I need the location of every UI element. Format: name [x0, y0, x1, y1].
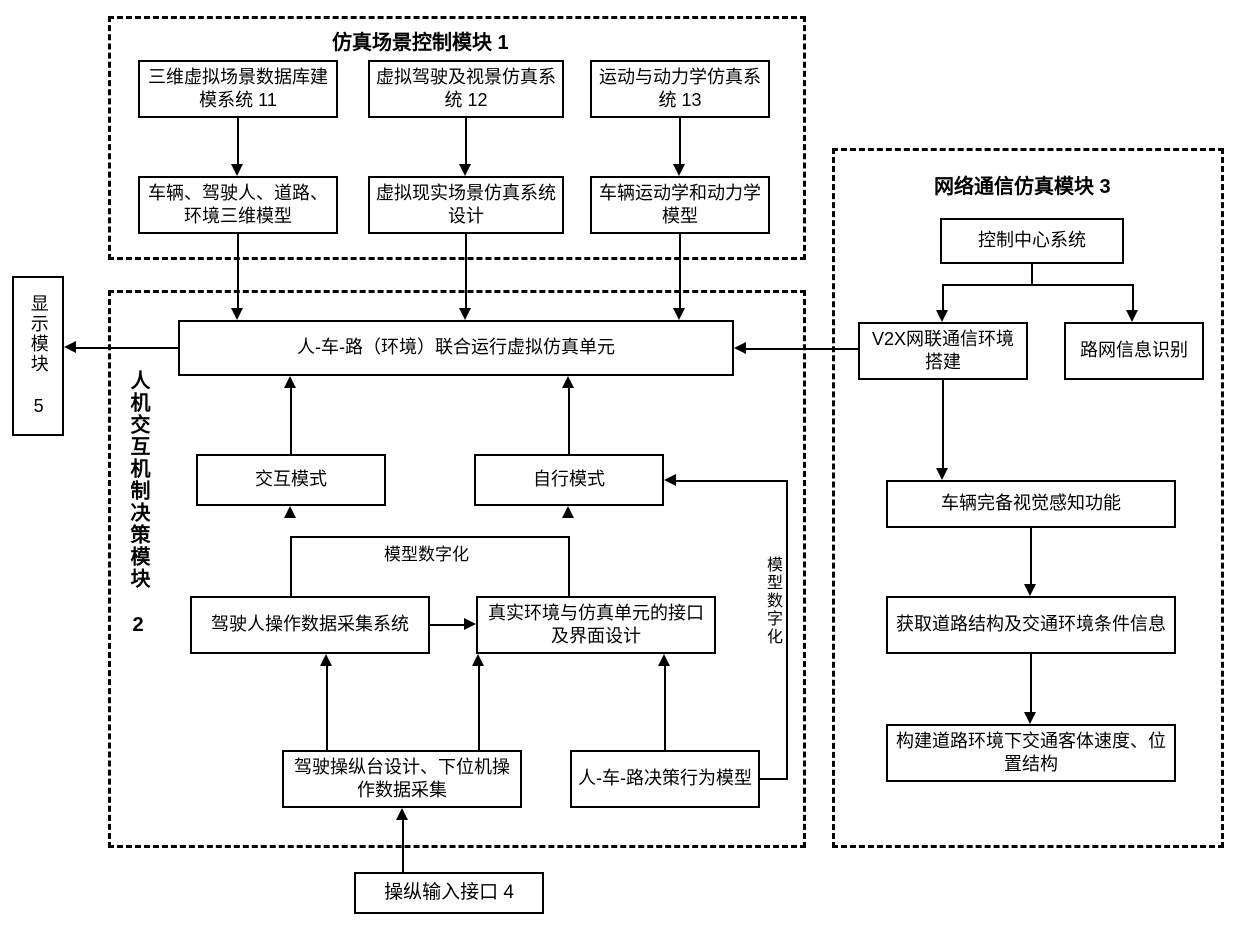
box-13-out: 车辆运动学和动力学模型 — [590, 176, 770, 234]
road-net-box: 路网信息识别 — [1064, 322, 1204, 380]
visual-perception-box: 车辆完备视觉感知功能 — [886, 480, 1176, 528]
driver-data-box: 驾驶人操作数据采集系统 — [190, 596, 430, 654]
traffic-object-box: 构建道路环境下交通客体速度、位置结构 — [886, 724, 1176, 782]
joint-unit-box: 人-车-路（环境）联合运行虚拟仿真单元 — [178, 320, 734, 376]
box-13: 运动与动力学仿真系统 13 — [590, 60, 770, 118]
module4-box: 操纵输入接口 4 — [354, 872, 544, 914]
box-12: 虚拟驾驶及视景仿真系统 12 — [368, 60, 564, 118]
module2-title: 人机交互机制决策模块 2 — [120, 370, 157, 638]
v2x-box: V2X网联通信环境搭建 — [858, 322, 1028, 380]
model-digital-v-label: 模型数字化 — [758, 556, 786, 646]
module1-title: 仿真场景控制模块 1 — [328, 26, 513, 55]
console-design-box: 驾驶操纵台设计、下位机操作数据采集 — [282, 750, 522, 808]
module5-box: 显示模块 5 — [12, 276, 64, 436]
box-11-out: 车辆、驾驶人、道路、环境三维模型 — [138, 176, 338, 234]
interface-design-box: 真实环境与仿真单元的接口及界面设计 — [476, 596, 716, 654]
box-11: 三维虚拟场景数据库建模系统 11 — [138, 60, 338, 118]
module5-title: 显示模块 5 — [26, 294, 49, 418]
box-12-out: 虚拟现实场景仿真系统设计 — [368, 176, 564, 234]
control-center-box: 控制中心系统 — [940, 218, 1124, 264]
road-structure-box: 获取道路结构及交通环境条件信息 — [886, 596, 1176, 654]
model-digital-h-label: 模型数字化 — [382, 540, 471, 565]
auto-mode-box: 自行模式 — [474, 454, 664, 506]
decision-model-box: 人-车-路决策行为模型 — [570, 750, 760, 808]
interactive-mode-box: 交互模式 — [196, 454, 386, 506]
module3-title: 网络通信仿真模块 3 — [930, 170, 1115, 199]
